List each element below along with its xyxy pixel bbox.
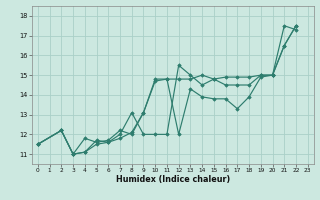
X-axis label: Humidex (Indice chaleur): Humidex (Indice chaleur): [116, 175, 230, 184]
